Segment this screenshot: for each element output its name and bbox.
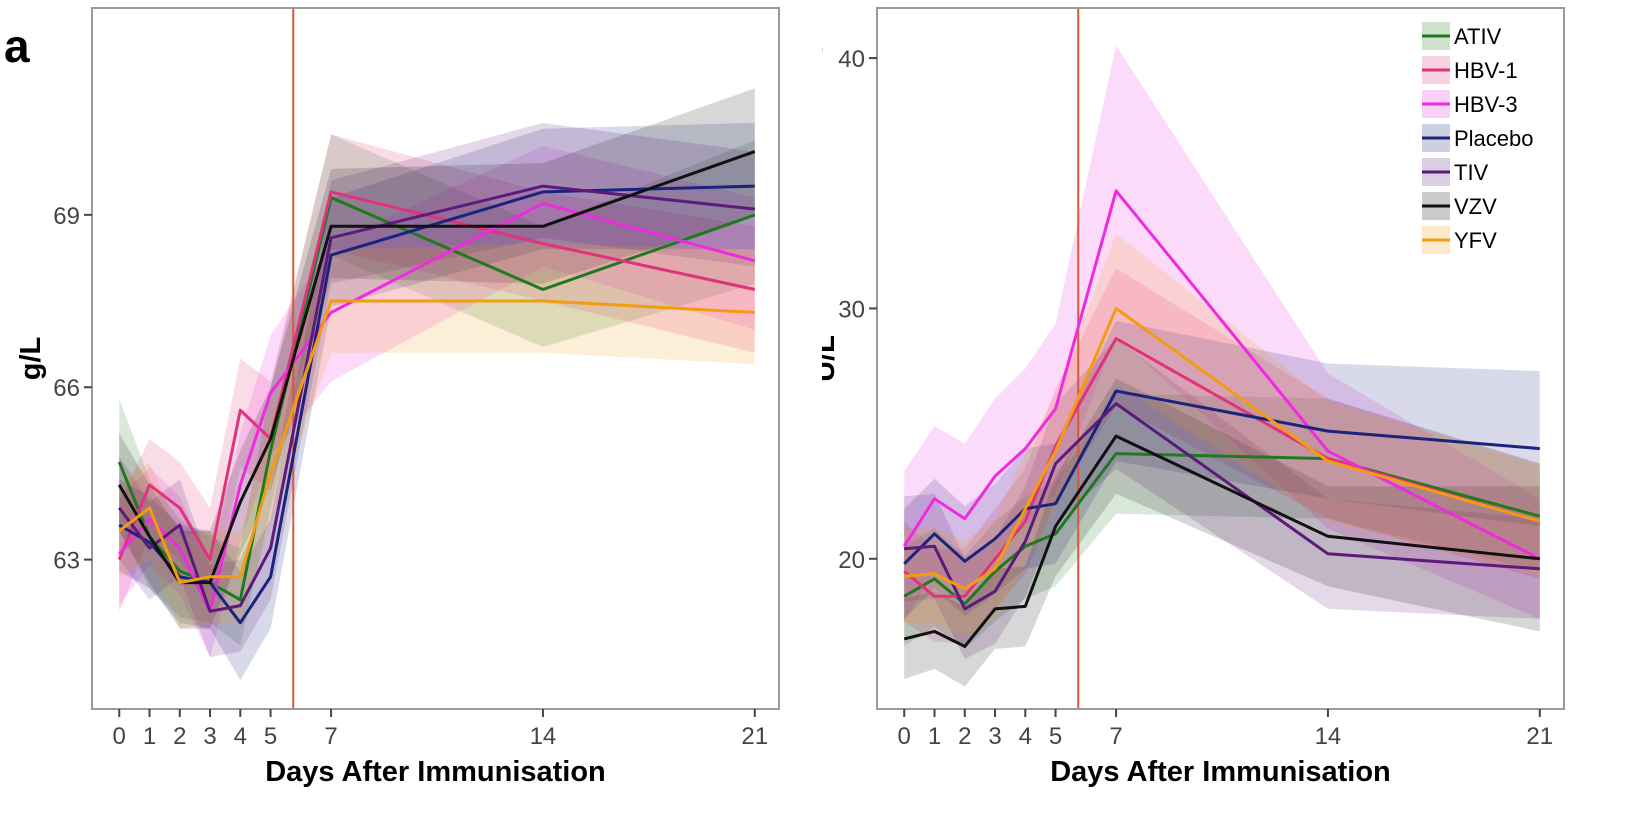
- chart-b-panel-letter: b: [822, 20, 824, 72]
- chart-b-y-tick-label: 30: [838, 296, 865, 323]
- chart-panel-a: 0 1 2 3 4 5 7 14 21 63 66 69 Days After Immunisation…: [0, 0, 822, 829]
- chart-b-legend-label-tiv: TIV: [1454, 160, 1489, 185]
- chart-b-x-tick-label: 14: [1315, 723, 1342, 750]
- chart-a-band-ativ: [119, 134, 755, 646]
- chart-a-line-tiv: [118, 184, 755, 613]
- chart-b-svg: 0 1 2 3 4 5 7 14 21 20 30 40 Days After Immunisation…: [822, 7, 1565, 788]
- chart-b-y-tick-label: 40: [838, 46, 865, 73]
- chart-a-panel-letter: a: [4, 20, 30, 72]
- chart-a-line-vzv: [117, 150, 756, 585]
- chart-b-x-tick-label: 0: [898, 723, 911, 750]
- chart-b-legend-label-placebo: Placebo: [1454, 126, 1534, 151]
- chart-a-y-tick-label: 66: [53, 375, 80, 402]
- chart-a-y-axis-title: g/L: [15, 337, 47, 381]
- chart-b-x-tick-label: 5: [1049, 723, 1062, 750]
- chart-b-line-hbv-3: [902, 189, 1541, 561]
- chart-a-band-vzv: [119, 88, 755, 629]
- chart-a-y-tick-label: 63: [53, 548, 80, 575]
- chart-a-x-tick-label: 4: [234, 723, 247, 750]
- chart-b-y-tick-label: 20: [838, 547, 865, 574]
- chart-a-line-yfv: [118, 299, 755, 585]
- chart-b-x-axis-title: Days After Immunisation: [1050, 756, 1391, 788]
- chart-b-band-tiv: [904, 338, 1540, 659]
- chart-b-legend-label-ativ: ATIV: [1454, 24, 1502, 49]
- chart-a-x-tick-label: 2: [173, 723, 186, 750]
- chart-a-band-yfv: [119, 243, 755, 629]
- chart-a-x-tick-label: 0: [113, 723, 126, 750]
- chart-a-x-tick-label: 5: [264, 723, 277, 750]
- chart-a-x-tick-label: 21: [741, 723, 768, 750]
- chart-b-legend-label-hbv-3: HBV-3: [1454, 92, 1518, 117]
- chart-b-y-axis-title: U/L: [822, 335, 841, 382]
- chart-a-x-tick-label: 7: [324, 723, 337, 750]
- chart-a-x-tick-label: 1: [143, 723, 156, 750]
- chart-b-x-tick-label: 7: [1109, 723, 1122, 750]
- chart-a-svg: 0 1 2 3 4 5 7 14 21 63 66 69 Days After Immunisation…: [4, 7, 780, 788]
- chart-b-band-vzv: [904, 378, 1540, 687]
- chart-a-band-hbv-3: [119, 145, 755, 658]
- chart-b-x-tick-label: 4: [1019, 723, 1032, 750]
- chart-b-plot-frame: [876, 7, 1565, 710]
- chart-a-y-tick-label: 69: [53, 203, 80, 230]
- chart-b-legend-label-vzv: VZV: [1454, 194, 1497, 219]
- chart-b-band-placebo: [904, 320, 1540, 619]
- chart-b-x-tick-label: 2: [958, 723, 971, 750]
- chart-b-line-vzv: [903, 434, 1540, 648]
- chart-a-x-axis-title: Days After Immunisation: [265, 756, 606, 788]
- chart-panel-b: 0 1 2 3 4 5 7 14 21 20 30 40 Days After Immunisation…: [822, 0, 1644, 829]
- chart-a-band-tiv: [119, 122, 755, 658]
- chart-b-line-yfv: [904, 306, 1541, 591]
- chart-a-plot-frame: [91, 7, 780, 710]
- chart-b-legend-label-yfv: YFV: [1454, 228, 1497, 253]
- chart-b-band-yfv: [904, 233, 1540, 637]
- chart-b-band-ativ: [904, 393, 1540, 649]
- chart-b-legend-label-hbv-1: HBV-1: [1454, 58, 1518, 83]
- chart-a-line-ativ: [117, 196, 756, 602]
- chart-a-x-tick-label: 3: [203, 723, 216, 750]
- chart-b-x-tick-label: 1: [928, 723, 941, 750]
- chart-b-x-tick-label: 21: [1526, 723, 1553, 750]
- chart-b-x-tick-label: 3: [988, 723, 1001, 750]
- chart-b-line-ativ: [903, 452, 1541, 606]
- chart-a-x-tick-label: 14: [530, 723, 557, 750]
